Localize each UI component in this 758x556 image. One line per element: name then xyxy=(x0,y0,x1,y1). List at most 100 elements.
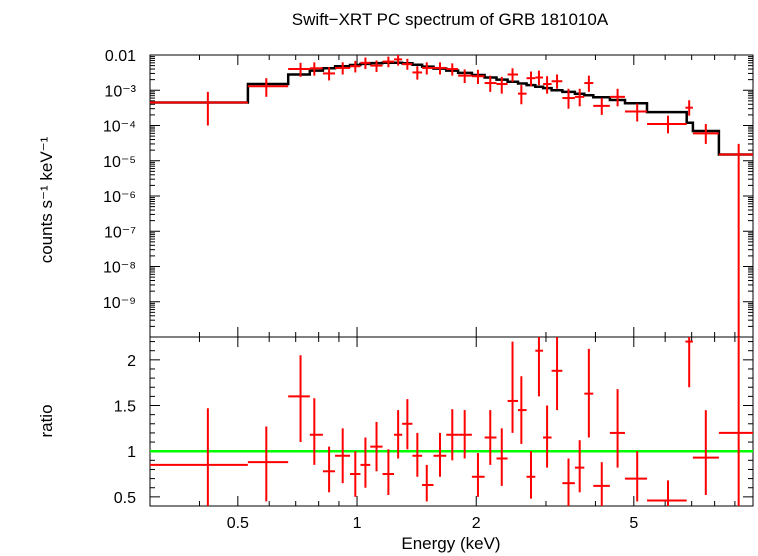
ratio-data-point xyxy=(446,409,459,461)
x-tick-label: 0.5 xyxy=(227,515,249,532)
ratio-panel-frame xyxy=(149,336,754,507)
spectrum-data-point xyxy=(562,88,575,109)
spectrum-data-point xyxy=(335,62,351,75)
ratio-y-tick-label: 2 xyxy=(127,353,136,370)
ratio-y-tick-label: 0.5 xyxy=(114,490,136,507)
chart-title: Swift−XRT PC spectrum of GRB 181010A xyxy=(292,10,609,29)
ratio-data-point xyxy=(496,428,508,486)
ratio-data-point xyxy=(458,410,472,459)
ratio-data-point xyxy=(535,337,544,397)
spectrum-data-point xyxy=(551,74,563,89)
ratio-data-point xyxy=(593,462,610,506)
spectrum-y-tick-label: 10⁻⁸ xyxy=(103,260,136,277)
spectrum-x-ticks xyxy=(149,55,754,337)
spectrum-data-point xyxy=(609,88,625,107)
ratio-data-point xyxy=(150,408,248,506)
ratio-data-point xyxy=(471,453,485,497)
ratio-data-point xyxy=(360,437,371,488)
ratio-data-point xyxy=(624,451,648,502)
spectrum-data-point xyxy=(484,75,497,92)
ratio-data-point xyxy=(647,480,687,506)
spectrum-data-point xyxy=(150,91,248,126)
spectrum-y-tick-label: 10⁻⁹ xyxy=(103,295,136,312)
ratio-panel: 0.5 1 1.5 2 0.5 1 2 5 ratio Energy (keV) xyxy=(37,336,754,553)
spectrum-data-point xyxy=(288,62,310,77)
spectrum-data-point xyxy=(412,66,423,80)
spectrum-y-tick-label: 10⁻⁶ xyxy=(103,189,136,206)
ratio-y-tick-label: 1.5 xyxy=(114,399,136,416)
spectrum-data-point xyxy=(526,71,536,87)
spectrum-data-point xyxy=(322,67,336,81)
spectrum-model xyxy=(150,61,753,156)
spectrum-y-tick-label: 10⁻⁴ xyxy=(103,119,136,136)
spectrum-data-point xyxy=(422,62,434,75)
spectrum-data-point xyxy=(624,103,648,122)
spectrum-data-point xyxy=(360,57,371,70)
spectrum-data-point xyxy=(718,143,753,337)
ratio-data-point xyxy=(309,398,323,465)
spectrum-y-tick-label: 0.01 xyxy=(105,48,136,65)
spectrum-data-point xyxy=(458,69,472,84)
ratio-data-point xyxy=(288,355,310,443)
spectrum-data-point xyxy=(518,85,527,105)
ratio-data-point xyxy=(507,341,519,433)
ratio-data-point xyxy=(433,432,447,477)
spectrum-data-point xyxy=(584,75,594,92)
spectrum-data-point xyxy=(685,100,693,116)
spectrum-data-point xyxy=(309,62,323,76)
ratio-data-point xyxy=(518,376,527,444)
spectrum-data-point xyxy=(350,60,361,73)
spectrum-y-ticks: 0.01 10⁻³ 10⁻⁴ 10⁻⁵ 10⁻⁶ 10⁻⁷ 10⁻⁸ 10⁻⁹ xyxy=(103,48,753,327)
spectrum-data-point xyxy=(471,69,485,85)
ratio-data-point xyxy=(718,337,753,506)
ratio-x-ticks: 0.5 1 2 5 xyxy=(149,337,754,532)
ratio-data-point xyxy=(692,410,719,496)
spectrum-data-point xyxy=(574,88,585,107)
ratio-data-point xyxy=(584,348,594,438)
ratio-data-point xyxy=(422,464,434,502)
spectrum-data-point xyxy=(507,68,519,83)
spectrum-data-point xyxy=(535,70,544,86)
spectrum-y-tick-label: 10⁻⁵ xyxy=(103,154,136,171)
spectrum-panel: 0.01 10⁻³ 10⁻⁴ 10⁻⁵ 10⁻⁶ 10⁻⁷ 10⁻⁸ 10⁻⁹ counts … xyxy=(37,48,754,338)
ratio-data-point xyxy=(574,440,585,493)
spectrum-data-point xyxy=(382,56,395,68)
ratio-data-points xyxy=(150,337,753,506)
ratio-y-ticks: 0.5 1 1.5 2 xyxy=(114,341,753,507)
x-tick-label: 5 xyxy=(629,515,638,532)
ratio-data-point xyxy=(247,426,289,502)
spectrum-data-point xyxy=(647,115,687,134)
spectrum-data-point xyxy=(402,58,413,70)
spectrum-y-tick-label: 10⁻³ xyxy=(104,83,136,100)
ratio-data-point xyxy=(370,421,383,472)
ratio-data-point xyxy=(562,458,575,506)
ratio-data-point xyxy=(350,451,361,497)
spectrum-data-point xyxy=(370,60,383,72)
spectrum-y-axis-label: counts s⁻¹ keV⁻¹ xyxy=(37,136,56,263)
ratio-y-axis-label: ratio xyxy=(37,404,56,437)
model-step-line xyxy=(150,61,753,156)
ratio-data-point xyxy=(394,410,403,459)
spectrum-data-point xyxy=(394,55,403,66)
ratio-data-point xyxy=(609,389,625,468)
spectrum-data-point xyxy=(543,76,552,94)
ratio-data-point xyxy=(382,449,395,496)
spectrum-data-point xyxy=(593,98,610,115)
ratio-data-point xyxy=(412,432,423,477)
ratio-data-point xyxy=(484,410,497,465)
spectrum-data-point xyxy=(692,124,719,144)
ratio-data-point xyxy=(526,451,536,499)
spectrum-data-points xyxy=(150,55,753,337)
x-axis-label: Energy (keV) xyxy=(401,534,500,553)
ratio-data-point xyxy=(335,428,351,484)
ratio-data-point xyxy=(402,399,413,450)
ratio-data-point xyxy=(322,446,336,493)
ratio-data-point xyxy=(543,405,552,468)
ratio-data-point xyxy=(685,337,693,388)
x-tick-label: 2 xyxy=(472,515,481,532)
x-tick-label: 1 xyxy=(353,515,362,532)
spectrum-y-tick-label: 10⁻⁷ xyxy=(104,224,136,241)
spectrum-data-point xyxy=(496,76,508,94)
